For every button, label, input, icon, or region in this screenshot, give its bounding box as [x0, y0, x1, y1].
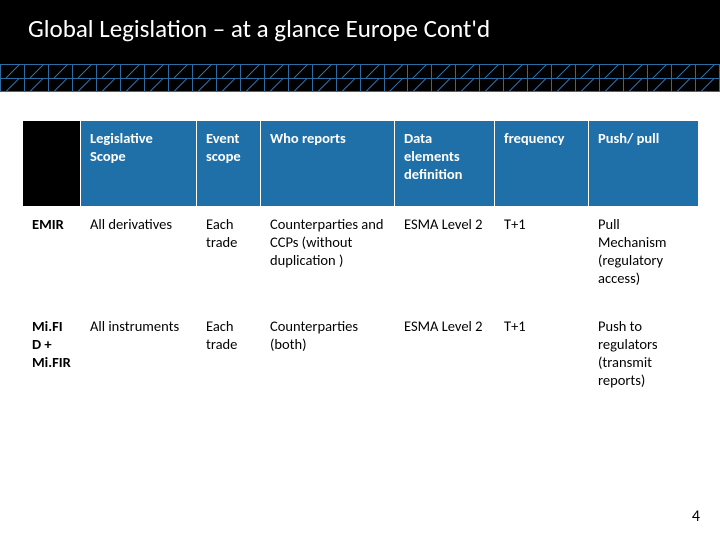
hatch-cell	[600, 79, 624, 92]
slide-title: Global Legislation – at a glance Europe …	[28, 14, 700, 44]
cell: Counterparties (both)	[261, 309, 395, 411]
hatch-cell	[576, 79, 600, 92]
hatch-cell	[504, 65, 528, 78]
page-number: 4	[692, 507, 700, 526]
hatch-cell	[432, 65, 456, 78]
hatch-cell	[49, 79, 73, 92]
table-header-row: Legislative Scope Event scope Who report…	[23, 121, 699, 207]
hatch-cell	[408, 65, 432, 78]
hatch-cell	[121, 65, 145, 78]
cell: ESMA Level 2	[395, 207, 495, 309]
col-frequency: frequency	[495, 121, 589, 207]
hatch-cell	[480, 65, 504, 78]
hatch-cell	[672, 65, 696, 78]
hatch-cell	[265, 79, 289, 92]
hatch-cell	[648, 65, 672, 78]
table-row: Mi.FID + Mi.FIR All instruments Each tra…	[23, 309, 699, 411]
hatch-cell	[385, 65, 409, 78]
hatch-cell	[169, 79, 193, 92]
hatch-cell	[193, 65, 217, 78]
hatch-cell	[456, 79, 480, 92]
hatch-cell	[73, 79, 97, 92]
hatch-cell	[121, 79, 145, 92]
hatch-cell	[552, 79, 576, 92]
hatch-cell	[241, 65, 265, 78]
cell: T+1	[495, 309, 589, 411]
hatch-cell	[217, 79, 241, 92]
hatch-cell	[456, 65, 480, 78]
hatch-cell	[0, 65, 25, 78]
col-who-reports: Who reports	[261, 121, 395, 207]
hatch-cell	[313, 65, 337, 78]
hatch-cell	[600, 65, 624, 78]
table-header-corner	[23, 121, 81, 207]
hatch-cell	[217, 65, 241, 78]
hatch-cell	[504, 79, 528, 92]
hatch-cell	[696, 65, 720, 78]
table-row: EMIR All derivatives Each trade Counterp…	[23, 207, 699, 309]
hatch-cell	[337, 79, 361, 92]
cell: All instruments	[81, 309, 197, 411]
col-legislative-scope: Legislative Scope	[81, 121, 197, 207]
cell: Pull Mechanism (regulatory access)	[589, 207, 699, 309]
hatch-cell	[313, 79, 337, 92]
hatch-cell	[97, 79, 121, 92]
hatch-row	[0, 64, 720, 78]
cell: T+1	[495, 207, 589, 309]
hatch-cell	[696, 79, 720, 92]
hatch-cell	[528, 65, 552, 78]
hatch-cell	[480, 79, 504, 92]
hatch-cell	[672, 79, 696, 92]
legislation-table: Legislative Scope Event scope Who report…	[22, 120, 699, 411]
hatch-cell	[337, 65, 361, 78]
hatch-cell	[385, 79, 409, 92]
hatch-cell	[25, 79, 49, 92]
col-push-pull: Push/ pull	[589, 121, 699, 207]
cell: All derivatives	[81, 207, 197, 309]
header-hatch-band	[0, 64, 720, 92]
col-data-elements: Data elements definition	[395, 121, 495, 207]
hatch-cell	[169, 65, 193, 78]
hatch-cell	[408, 79, 432, 92]
hatch-cell	[97, 65, 121, 78]
hatch-cell	[49, 65, 73, 78]
hatch-cell	[576, 65, 600, 78]
cell: Each trade	[197, 207, 261, 309]
hatch-cell	[624, 79, 648, 92]
hatch-cell	[145, 79, 169, 92]
hatch-cell	[361, 79, 385, 92]
cell: ESMA Level 2	[395, 309, 495, 411]
hatch-cell	[361, 65, 385, 78]
hatch-cell	[73, 65, 97, 78]
slide-header: Global Legislation – at a glance Europe …	[0, 0, 720, 92]
hatch-cell	[25, 65, 49, 78]
hatch-cell	[193, 79, 217, 92]
content-area: Legislative Scope Event scope Who report…	[0, 92, 720, 411]
hatch-cell	[265, 65, 289, 78]
hatch-cell	[145, 65, 169, 78]
hatch-cell	[289, 65, 313, 78]
hatch-cell	[289, 79, 313, 92]
hatch-cell	[432, 79, 456, 92]
hatch-row	[0, 78, 720, 93]
hatch-cell	[0, 79, 25, 92]
hatch-cell	[528, 79, 552, 92]
hatch-cell	[241, 79, 265, 92]
row-key-mifid-mifir: Mi.FID + Mi.FIR	[23, 309, 81, 411]
cell: Push to regulators (transmit reports)	[589, 309, 699, 411]
cell: Counterparties and CCPs (without duplica…	[261, 207, 395, 309]
hatch-cell	[624, 65, 648, 78]
col-event-scope: Event scope	[197, 121, 261, 207]
hatch-cell	[648, 79, 672, 92]
row-key-emir: EMIR	[23, 207, 81, 309]
hatch-cell	[552, 65, 576, 78]
cell: Each trade	[197, 309, 261, 411]
